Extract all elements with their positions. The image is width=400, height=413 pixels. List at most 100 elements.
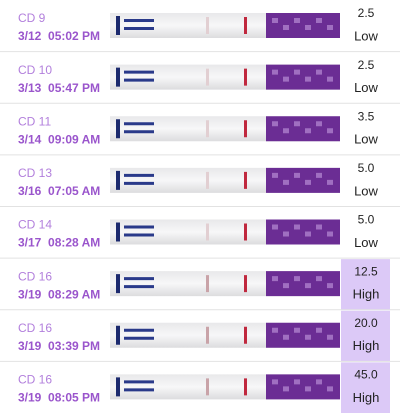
- max-arrow: [124, 285, 154, 289]
- handle-pattern: [294, 18, 300, 23]
- handle-pattern: [305, 76, 311, 82]
- log-row: CD 13 3/16 07:05 AM 5.0 Low: [0, 154, 400, 198]
- highlight-cell: [341, 310, 390, 362]
- handle-pattern: [327, 128, 333, 134]
- max-arrow: [124, 328, 154, 332]
- handle-pattern: [305, 25, 311, 30]
- log-row: CD 14 3/17 08:28 AM 5.0 Low: [0, 206, 400, 250]
- date-time: 3/16 07:05 AM: [18, 184, 100, 198]
- control-line: [244, 171, 247, 189]
- test-line: [206, 223, 209, 241]
- lh-level: Low: [354, 80, 378, 95]
- max-arrow: [124, 336, 154, 340]
- handle-pattern: [283, 76, 289, 82]
- control-line: [244, 68, 247, 86]
- handle-pattern: [316, 327, 322, 333]
- handle-pattern: [327, 283, 333, 289]
- strip-tab: [116, 377, 120, 397]
- strip-tab: [116, 222, 120, 242]
- max-arrow: [124, 181, 154, 185]
- handle-pattern: [272, 276, 278, 282]
- cycle-day: CD 16: [18, 269, 52, 283]
- date-time: 3/19 08:29 AM: [18, 287, 100, 301]
- log-row: CD 16 3/19 08:29 AM 12.5 High: [0, 257, 400, 310]
- handle-pattern: [305, 334, 311, 340]
- lh-level: High: [353, 390, 380, 405]
- handle-pattern: [294, 379, 300, 385]
- handle-pattern: [305, 128, 311, 134]
- max-arrow: [124, 225, 154, 229]
- cycle-day: CD 13: [18, 166, 52, 180]
- handle-pattern: [272, 172, 278, 178]
- handle-pattern: [316, 276, 322, 282]
- handle-pattern: [283, 25, 289, 30]
- control-line: [244, 120, 247, 138]
- max-arrow: [124, 130, 154, 134]
- max-arrow: [124, 78, 154, 82]
- test-line: [206, 120, 209, 138]
- handle-pattern: [272, 327, 278, 333]
- handle-pattern: [305, 386, 311, 392]
- cycle-day: CD 9: [18, 11, 46, 25]
- lh-value: 2.5: [358, 58, 375, 72]
- handle-pattern: [294, 172, 300, 178]
- date-time: 3/17 08:28 AM: [18, 236, 100, 250]
- control-line: [244, 17, 247, 34]
- max-arrow: [124, 380, 154, 384]
- lh-level: High: [353, 287, 380, 302]
- control-line: [244, 223, 247, 241]
- handle-pattern: [305, 283, 311, 289]
- handle-pattern: [294, 121, 300, 127]
- handle-pattern: [316, 121, 322, 127]
- handle-pattern: [294, 276, 300, 282]
- handle-pattern: [327, 231, 333, 237]
- handle-pattern: [327, 179, 333, 185]
- cycle-day: CD 10: [18, 63, 52, 77]
- strip-tab: [116, 16, 120, 35]
- strip-tab: [116, 274, 120, 294]
- test-line: [206, 17, 209, 34]
- strip-tab: [116, 67, 120, 87]
- handle-pattern: [294, 224, 300, 230]
- lh-value: 20.0: [354, 316, 378, 330]
- cycle-day: CD 11: [18, 114, 51, 128]
- handle-pattern: [316, 172, 322, 178]
- handle-pattern: [294, 69, 300, 75]
- control-line: [244, 275, 247, 293]
- test-line: [206, 326, 209, 344]
- date-time: 3/14 09:09 AM: [18, 132, 100, 146]
- handle-pattern: [283, 231, 289, 237]
- handle-pattern: [316, 69, 322, 75]
- highlight-cell: [341, 362, 390, 413]
- test-line: [206, 378, 209, 396]
- date-time: 3/12 05:02 PM: [18, 29, 100, 43]
- test-line: [206, 68, 209, 86]
- lh-level: Low: [354, 183, 378, 198]
- lh-value: 5.0: [358, 161, 375, 175]
- max-arrow: [124, 233, 154, 237]
- max-arrow: [124, 27, 154, 30]
- lh-level: High: [353, 338, 380, 353]
- highlight-cell: [341, 259, 390, 310]
- lh-value: 45.0: [354, 368, 378, 382]
- handle-pattern: [283, 334, 289, 340]
- lh-value: 5.0: [358, 213, 375, 227]
- log-row: CD 10 3/13 05:47 PM 2.5 Low: [0, 51, 400, 95]
- handle-pattern: [283, 283, 289, 289]
- max-arrow: [124, 388, 154, 392]
- max-arrow: [124, 277, 154, 281]
- handle-pattern: [283, 179, 289, 185]
- handle-pattern: [327, 25, 333, 30]
- max-arrow: [124, 122, 154, 126]
- lh-level: Low: [354, 235, 378, 250]
- log-row: CD 9 3/12 05:02 PM 2.5 Low: [18, 6, 379, 43]
- control-line: [244, 378, 247, 396]
- handle-pattern: [272, 379, 278, 385]
- handle-pattern: [272, 121, 278, 127]
- control-line: [244, 326, 247, 344]
- handle-pattern: [283, 386, 289, 392]
- handle-pattern: [316, 18, 322, 23]
- test-line: [206, 275, 209, 293]
- date-time: 3/19 08:05 PM: [18, 391, 100, 405]
- strip-tab: [116, 170, 120, 190]
